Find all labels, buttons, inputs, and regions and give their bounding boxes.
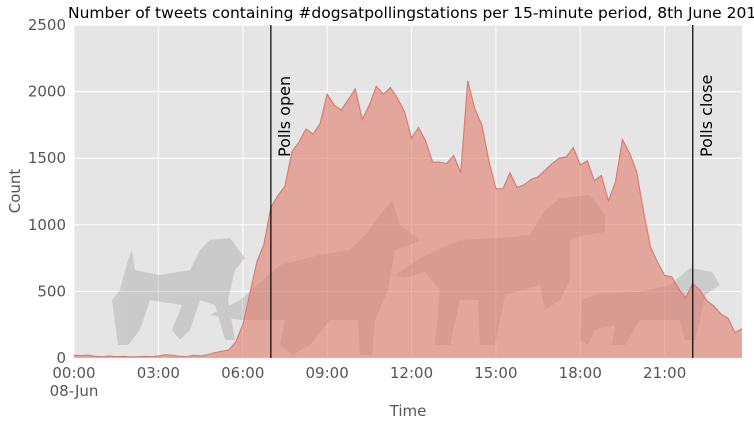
x-tick-label: 09:00 — [306, 364, 349, 382]
y-tick-label: 2000 — [28, 83, 66, 101]
x-tick-label: 21:00 — [643, 364, 686, 382]
y-tick-label: 0 — [56, 349, 66, 367]
x-tick-label: 00:00 — [52, 364, 95, 382]
y-axis-label: Count — [6, 169, 24, 214]
chart-title: Number of tweets containing #dogsatpolli… — [68, 4, 754, 22]
y-tick-label: 500 — [37, 282, 66, 300]
area-fill — [74, 80, 742, 358]
annotation-label: Polls open — [275, 76, 294, 157]
x-tick-label: 06:00 — [221, 364, 264, 382]
annotation-label: Polls close — [697, 75, 716, 157]
x-tick-label: 18:00 — [559, 364, 602, 382]
area-line — [73, 80, 743, 358]
x-tick-label: 12:00 — [390, 364, 433, 382]
y-tick-label: 1500 — [28, 149, 66, 167]
x-tick-label: 03:00 — [137, 364, 180, 382]
y-tick-label: 1000 — [28, 216, 66, 234]
x-tick-date: 08-Jun — [50, 382, 99, 400]
y-tick-label: 2500 — [28, 16, 66, 34]
x-axis-label: Time — [389, 402, 427, 420]
x-tick-label: 15:00 — [474, 364, 517, 382]
marks — [73, 80, 743, 358]
